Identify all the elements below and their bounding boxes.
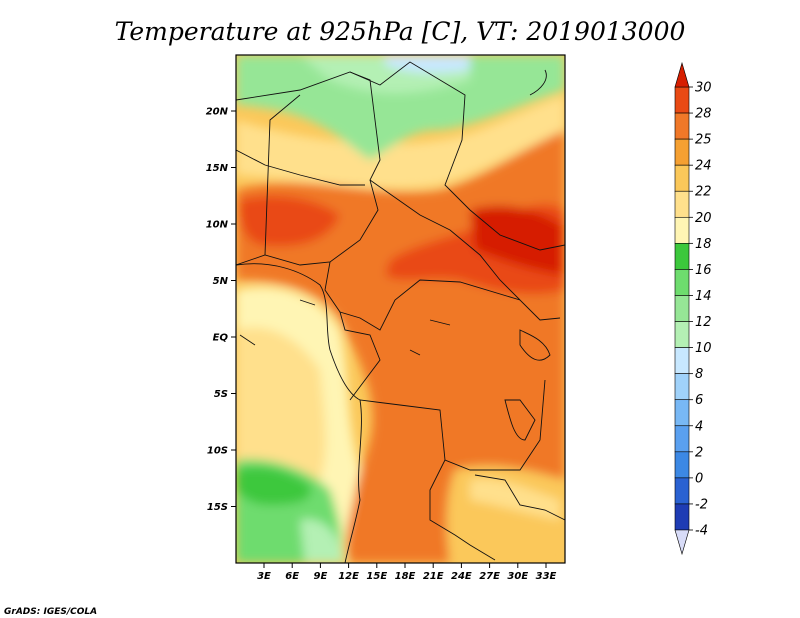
- map-frame: [235, 54, 566, 564]
- colorbar-swatch: [674, 321, 690, 348]
- lat-tick-label: 15N: [206, 163, 229, 174]
- colorbar-swatch: [674, 164, 690, 192]
- lat-tick-label: 5S: [214, 389, 228, 400]
- credit-label: GrADS: IGES/COLA: [4, 607, 97, 617]
- colorbar-swatch: [674, 399, 690, 427]
- colorbar-swatch: [674, 451, 690, 479]
- lat-tick-label: 20N: [206, 107, 229, 118]
- lon-tick-label: 27E: [479, 571, 500, 582]
- lat-tick-label: 15S: [207, 502, 228, 513]
- colorbar-label: 0: [695, 471, 703, 486]
- colorbar-swatch: [674, 86, 690, 114]
- colorbar-swatch: [674, 503, 690, 531]
- colorbar-swatch: [674, 373, 690, 401]
- colorbar-swatch: [674, 347, 690, 374]
- colorbar-swatch: [674, 295, 690, 322]
- colorbar-label: -4: [695, 524, 708, 539]
- lon-tick-label: 6E: [285, 571, 299, 582]
- lat-tick-label: EQ: [213, 333, 229, 344]
- lat-tick-label: 10N: [206, 220, 229, 231]
- colorbar-label: 8: [695, 367, 703, 382]
- colorbar-label: 20: [695, 211, 712, 226]
- lon-tick-label: 12E: [338, 571, 359, 582]
- colorbar-label: 25: [695, 133, 712, 148]
- map-title: Temperature at 925hPa [C], VT: 201901300…: [115, 17, 686, 46]
- lon-tick-label: 21E: [423, 571, 444, 582]
- lon-tick-label: 15E: [366, 571, 387, 582]
- lon-tick-label: 3E: [257, 571, 271, 582]
- lat-tick-label: 5N: [213, 276, 229, 287]
- lat-tick-label: 10S: [207, 446, 228, 457]
- colorbar-swatch: [674, 190, 690, 218]
- lon-tick-label: 18E: [395, 571, 416, 582]
- colorbar-label: 10: [695, 341, 712, 356]
- lon-tick-label: 24E: [451, 571, 472, 582]
- colorbar-label: 6: [695, 393, 703, 408]
- longitude-axis: 3E 6E 9E 12E 15E 18E 21E 24E 27E 30E 33E: [257, 563, 557, 582]
- colorbar-label: 22: [695, 185, 712, 200]
- colorbar-over-arrow: [674, 61, 690, 88]
- colorbar-swatch: [674, 425, 690, 453]
- colorbar-label: 30: [695, 81, 712, 96]
- colorbar-swatch: [674, 112, 690, 140]
- colorbar-swatch: [674, 269, 690, 296]
- lon-tick-label: 30E: [507, 571, 528, 582]
- colorbar-swatch: [674, 477, 690, 505]
- colorbar-under-arrow: [674, 529, 690, 556]
- colorbar-label: 2: [695, 445, 703, 460]
- colorbar-label: 18: [695, 237, 712, 252]
- colorbar-label: 4: [695, 419, 703, 434]
- latitude-axis: 20N 15N 10N 5N EQ 5S 10S 15S: [206, 107, 236, 513]
- colorbar-label: 24: [695, 159, 712, 174]
- colorbar-label: 16: [695, 263, 712, 278]
- colorbar-swatch: [674, 138, 690, 166]
- lon-tick-label: 33E: [536, 571, 557, 582]
- colorbar-label: 14: [695, 289, 712, 304]
- lon-tick-label: 9E: [314, 571, 328, 582]
- colorbar-label: 12: [695, 315, 712, 330]
- colorbar-swatch: [674, 243, 690, 270]
- colorbar-label: 28: [695, 107, 712, 122]
- colorbar-swatch: [674, 216, 690, 244]
- temperature-map: [236, 55, 565, 563]
- colorbar-label: -2: [695, 497, 708, 512]
